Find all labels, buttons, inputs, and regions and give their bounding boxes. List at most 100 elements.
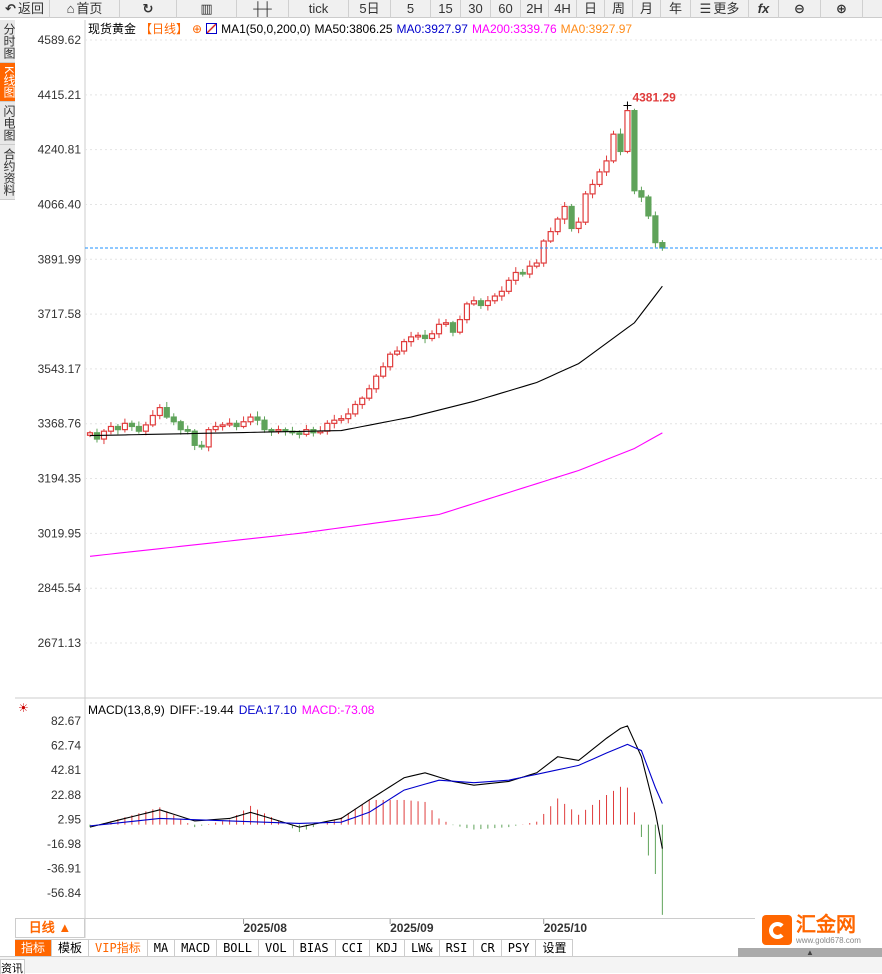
candle <box>589 183 596 195</box>
indicator-tab[interactable]: CR <box>474 940 502 957</box>
candle <box>421 334 429 340</box>
toolbar-button-zoom-out-icon[interactable]: ⊖ <box>779 0 821 18</box>
candle <box>477 300 484 307</box>
x-axis-label: 2025/08 <box>243 921 287 935</box>
toolbar-button-zoom-in-icon[interactable]: ⊕ <box>821 0 863 18</box>
candle <box>428 333 436 340</box>
toolbar-label: 首页 <box>76 1 103 16</box>
toolbar-button-首页[interactable]: ⌂ 首页 <box>50 0 120 18</box>
candle <box>561 205 568 220</box>
crosshair-icon[interactable]: ⊕ <box>192 21 203 36</box>
candle <box>603 160 610 173</box>
toolbar-button-refresh-icon[interactable]: ↻ <box>120 0 177 18</box>
indicator-tab[interactable]: VIP指标 <box>89 940 148 957</box>
toolbar-label: 5日 <box>359 1 380 16</box>
candle <box>324 422 331 432</box>
high-price-label: 4381.29 <box>632 90 676 104</box>
candle <box>163 407 170 418</box>
chart-type-tab[interactable]: 合约资料 <box>0 145 16 201</box>
toolbar-label: 30 <box>468 1 483 16</box>
indicator-tab[interactable]: LW& <box>404 940 440 957</box>
candle <box>407 336 415 343</box>
chart-type-tab[interactable]: K线图 <box>0 63 16 103</box>
toolbar-button-日[interactable]: 日 <box>577 0 605 18</box>
back-arrow-icon: ↶ <box>5 1 16 16</box>
toolbar-label: 日 <box>583 1 597 16</box>
macd-y-tick-label: -16.98 <box>47 837 81 851</box>
toolbar-button-更多[interactable]: ☰ 更多 <box>691 0 749 18</box>
toolbar: ↶ 返回 ⌂ 首页 ↻ ▥ ┼┼ tick 5日 5 15 30 60 2H 4H 日周月年 ☰ 更多 fx ⊖ ⊕ <box>0 0 882 18</box>
macd-y-tick-label: 2.95 <box>58 812 82 826</box>
indicator-tab[interactable]: VOL <box>258 940 294 957</box>
y-tick-label: 3194.35 <box>38 472 82 486</box>
toolbar-button-15[interactable]: 15 <box>431 0 461 18</box>
candle <box>352 403 359 415</box>
macd-y-tick-label: -56.84 <box>47 886 81 900</box>
toolbar-label: tick <box>308 1 329 16</box>
menu-icon: ☰ <box>699 1 712 16</box>
candle <box>219 424 226 428</box>
candle <box>547 231 554 242</box>
candle <box>435 323 443 335</box>
footer-tab-news[interactable]: 资讯 <box>0 959 25 974</box>
toolbar-button-周[interactable]: 周 <box>605 0 633 18</box>
toolbar-button-5日[interactable]: 5日 <box>349 0 391 18</box>
indicator-tab[interactable]: MA <box>147 940 176 957</box>
toolbar-button-返回[interactable]: ↶ 返回 <box>0 0 50 18</box>
candle <box>107 425 115 432</box>
toolbar-label: fx <box>757 1 770 16</box>
candle <box>359 397 366 406</box>
candle <box>652 215 659 244</box>
indicator-tab[interactable]: RSI <box>439 940 475 957</box>
candle <box>184 429 191 432</box>
indicator-tab[interactable]: MACD <box>175 940 218 957</box>
indicator-tab[interactable]: 指标 <box>15 940 53 957</box>
toolbar-button-tick[interactable]: tick <box>289 0 349 18</box>
chart-type-tab[interactable]: 分时图 <box>0 20 16 63</box>
toolbar-button-30[interactable]: 30 <box>461 0 491 18</box>
macd-settings-icon[interactable]: ☀ <box>18 701 29 715</box>
candle <box>596 171 603 186</box>
period-selector[interactable]: 日线 ▲ <box>15 918 85 938</box>
candle <box>114 425 122 431</box>
candle <box>491 295 498 302</box>
period-label: 【日线】 <box>140 22 189 36</box>
indicator-tab[interactable]: 设置 <box>536 940 574 957</box>
high-marker-icon <box>623 101 632 110</box>
bar-chart-icon: ▥ <box>200 1 213 16</box>
indicator-tab[interactable]: PSY <box>501 940 537 957</box>
toolbar-button-2H[interactable]: 2H <box>521 0 549 18</box>
candle <box>456 319 464 333</box>
candle <box>205 429 212 448</box>
indicator-tab[interactable]: 模板 <box>52 940 90 957</box>
toolbar-button-bar-chart-icon[interactable]: ▥ <box>177 0 237 18</box>
indicator-tab[interactable]: BOLL <box>217 940 259 957</box>
indicator-tab[interactable]: CCI <box>335 940 371 957</box>
candle <box>338 418 345 421</box>
toolbar-button-candlestick-icon[interactable]: ┼┼ <box>237 0 289 18</box>
y-tick-label: 4589.62 <box>38 33 82 47</box>
toolbar-button-fx[interactable]: fx <box>749 0 779 18</box>
macd-y-tick-label: 62.74 <box>51 739 81 753</box>
footer-bar: 资讯 ▲ <box>0 948 882 974</box>
macd-y-tick-label: 22.88 <box>51 788 81 802</box>
chart-type-tab[interactable]: 闪电图 <box>0 102 16 146</box>
candle <box>149 414 156 426</box>
candle <box>226 422 233 426</box>
toolbar-button-4H[interactable]: 4H <box>549 0 577 18</box>
toolbar-button-5[interactable]: 5 <box>391 0 431 18</box>
candle <box>414 334 422 338</box>
indicator-tab[interactable]: KDJ <box>370 940 405 957</box>
candle <box>484 300 491 307</box>
candle <box>533 262 540 267</box>
indicator-icon[interactable] <box>206 23 218 34</box>
y-tick-label: 3891.99 <box>38 252 82 266</box>
candle <box>463 303 471 321</box>
collapse-button[interactable]: ▲ <box>738 948 882 957</box>
indicator-tab[interactable]: BIAS <box>293 940 336 957</box>
toolbar-button-60[interactable]: 60 <box>491 0 521 18</box>
toolbar-button-年[interactable]: 年 <box>661 0 691 18</box>
toolbar-button-月[interactable]: 月 <box>633 0 661 18</box>
ma0-value: MA0:3927.97 <box>396 21 468 36</box>
